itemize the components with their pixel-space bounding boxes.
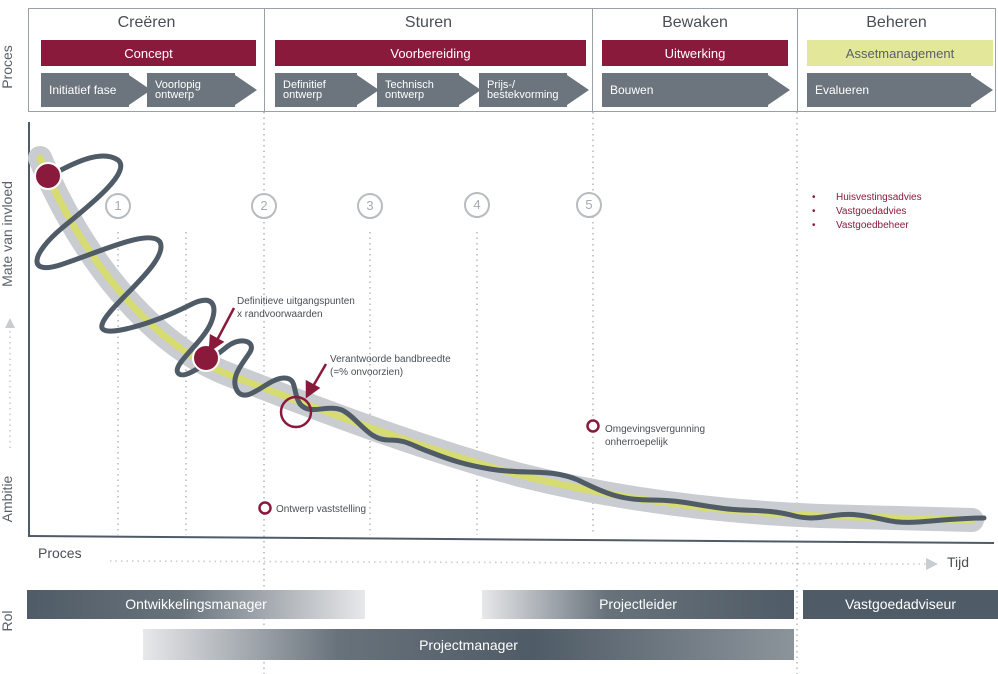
start-point-marker bbox=[34, 162, 62, 190]
phase-bewaken: Bewaken Uitwerking Bouwen bbox=[592, 8, 798, 112]
step-arrow-prijs: Prijs-/ bestekvorming bbox=[479, 73, 589, 107]
annotation-line: (=% onvoorzien) bbox=[330, 367, 404, 378]
annotation-uitgangspunten: Definitieve uitgangspunten x randvoorwaa… bbox=[237, 295, 355, 321]
annotation-vaststelling: Ontwerp vaststelling bbox=[276, 504, 367, 515]
phase-bar-uitwerking: Uitwerking bbox=[602, 40, 788, 66]
x-axis-label-start: Proces bbox=[38, 545, 82, 561]
milestone-label-4: 4 bbox=[473, 197, 481, 212]
step-arrow-bouwen: Bouwen bbox=[602, 73, 790, 107]
milestone-label-2: 2 bbox=[260, 198, 268, 213]
uitgangspunten-marker bbox=[192, 344, 220, 372]
role-bar-projectleider-bg bbox=[482, 590, 794, 619]
phase-bar-voorbereiding: Voorbereiding bbox=[275, 40, 586, 66]
milestone-markers bbox=[105, 192, 602, 219]
annotation-line: Verantwoorde bandbreedte bbox=[330, 354, 451, 365]
annotation-bandbreedte: Verantwoorde bandbreedte (=% onvoorzien) bbox=[330, 353, 451, 379]
influence-arrow bbox=[5, 318, 15, 448]
phase-bar-assetmanagement: Assetmanagement bbox=[807, 40, 993, 66]
phase-beheren: Beheren Assetmanagement Evalueren bbox=[797, 8, 996, 112]
role-ontwikkelingsmanager: Ontwikkelingsmanager bbox=[125, 596, 267, 612]
role-bar-projectmanager-bg bbox=[143, 629, 794, 660]
step-arrow-voorlopig: Voorlopig ontwerp bbox=[147, 73, 257, 107]
annotation-vergunning: Omgevingsvergunning onherroepelijk bbox=[605, 423, 705, 449]
annotation-line: Omgevingsvergunning bbox=[605, 424, 706, 435]
annotation-line: Definitieve uitgangspunten bbox=[237, 296, 355, 307]
step-arrow-definitief: Definitief ontwerp bbox=[275, 73, 379, 107]
annotation-line: x randvoorwaarden bbox=[237, 309, 323, 320]
phase-title: Bewaken bbox=[662, 14, 728, 31]
time-arrow bbox=[109, 558, 938, 570]
bullet-item: Huisvestingsadvies bbox=[810, 191, 922, 205]
annotation-arrows bbox=[208, 307, 328, 399]
phase-creeren: Creëren Concept Initiatief fase Voorlopi… bbox=[28, 8, 265, 112]
milestone-label-5: 5 bbox=[585, 197, 593, 212]
phase-title: Creëren bbox=[117, 14, 176, 31]
role-bar-vastgoedadviseur-bg bbox=[803, 590, 998, 619]
milestone-label-3: 3 bbox=[366, 198, 374, 213]
vergunning-marker bbox=[586, 419, 600, 433]
vaststelling-marker bbox=[258, 501, 272, 515]
bullet-item: Vastgoedbeheer bbox=[810, 219, 922, 233]
step-arrow-technisch: Technisch ontwerp bbox=[377, 73, 481, 107]
role-vastgoedadviseur: Vastgoedadviseur bbox=[844, 596, 957, 612]
beheer-bullet-list: Huisvestingsadvies Vastgoedadvies Vastgo… bbox=[810, 191, 922, 233]
phase-title: Beheren bbox=[866, 14, 927, 31]
step-arrow-evalueren: Evalueren bbox=[807, 73, 993, 107]
x-axis bbox=[28, 535, 995, 544]
process-wave-line bbox=[34, 153, 987, 525]
phase-sturen: Sturen Voorbereiding Definitief ontwerp … bbox=[264, 8, 593, 112]
role-bar-ontwikkelingsmanager-bg bbox=[27, 590, 365, 619]
step-arrow-initiatief: Initiatief fase bbox=[41, 73, 151, 107]
annotation-line: onherroepelijk bbox=[605, 437, 668, 448]
phase-bar-concept: Concept bbox=[41, 40, 256, 66]
role-projectmanager: Projectmanager bbox=[419, 636, 518, 653]
milestone-label-1: 1 bbox=[114, 198, 122, 213]
x-axis-label-end: Tijd bbox=[947, 554, 970, 570]
role-projectleider: Projectleider bbox=[599, 596, 677, 612]
phase-title: Sturen bbox=[404, 14, 453, 31]
bullet-item: Vastgoedadvies bbox=[810, 205, 922, 219]
bandbreedte-marker bbox=[279, 395, 313, 429]
